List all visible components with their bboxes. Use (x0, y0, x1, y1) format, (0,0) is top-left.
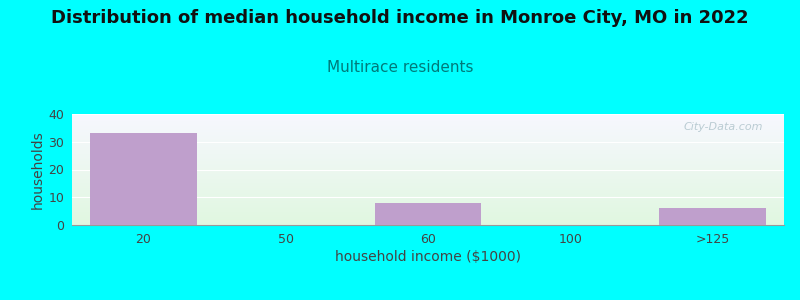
Text: City-Data.com: City-Data.com (683, 122, 762, 132)
Text: Multirace residents: Multirace residents (326, 60, 474, 75)
Text: Distribution of median household income in Monroe City, MO in 2022: Distribution of median household income … (51, 9, 749, 27)
Bar (374, 203, 482, 225)
Y-axis label: households: households (30, 130, 44, 209)
X-axis label: household income ($1000): household income ($1000) (335, 250, 521, 264)
Bar (659, 208, 766, 225)
Bar (90, 134, 197, 225)
